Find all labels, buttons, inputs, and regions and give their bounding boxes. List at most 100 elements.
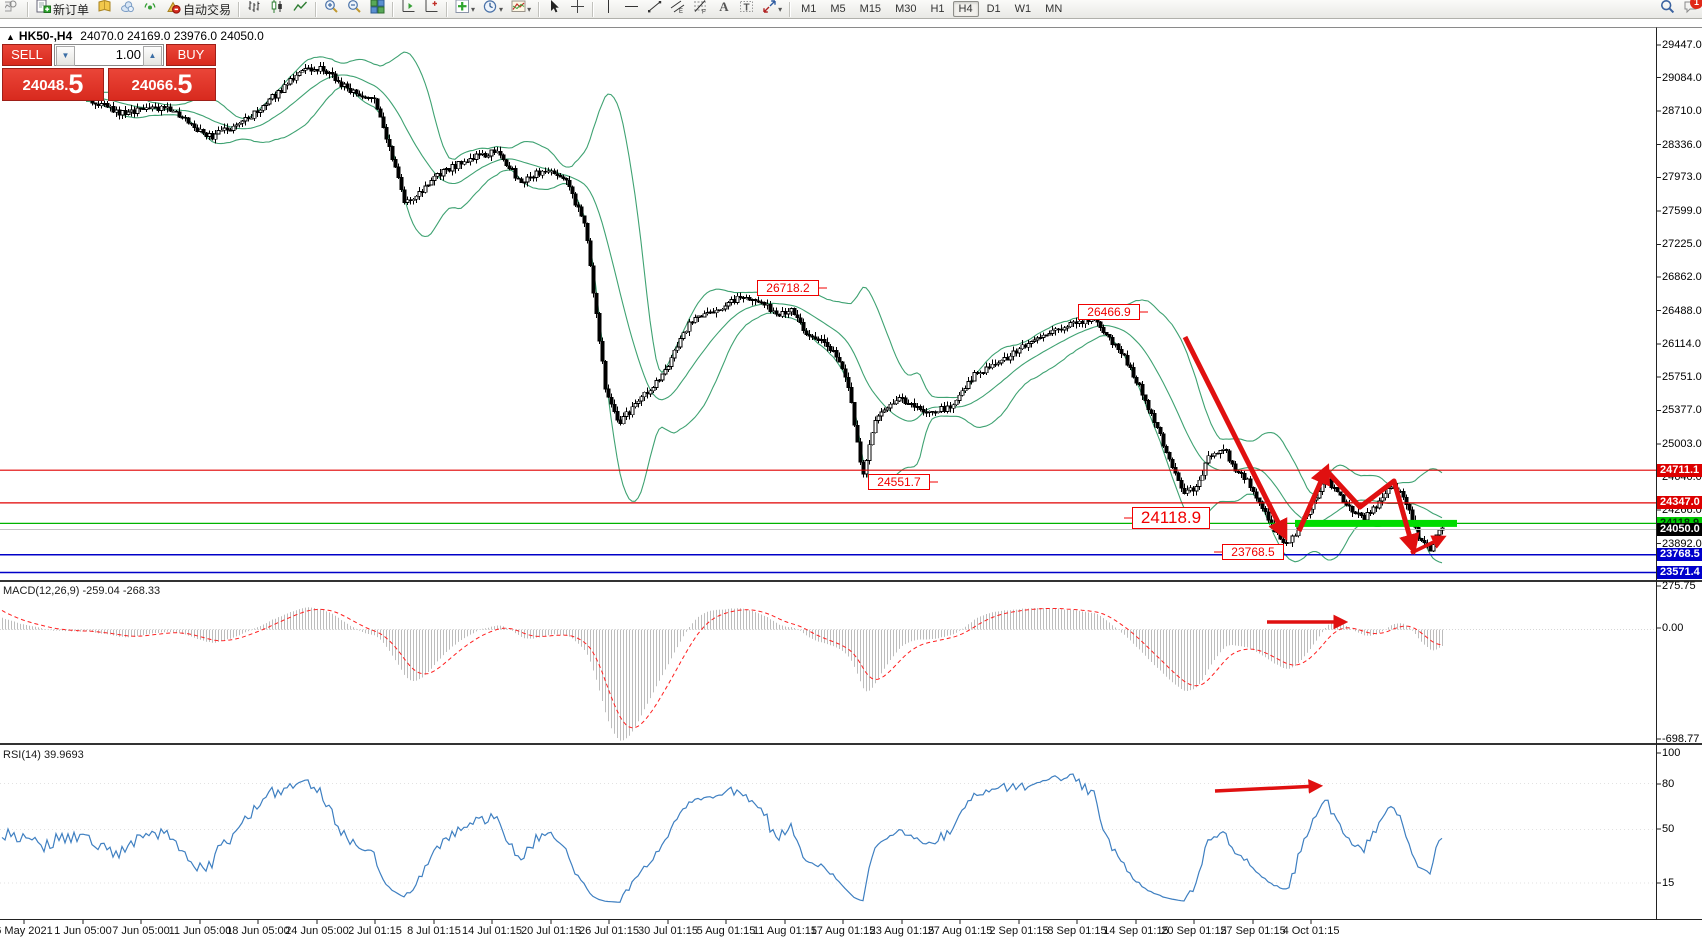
arrows-tool-button[interactable]: ▾: [759, 0, 785, 19]
one-click-trading-panel: SELL ▼ 1.00 ▲ BUY 24048. 5 24066. 5: [2, 44, 216, 101]
sell-button[interactable]: SELL: [2, 44, 52, 66]
auto-trading-button[interactable]: 自动交易: [163, 0, 234, 19]
timeframe-button-m15[interactable]: M15: [859, 3, 882, 15]
cursor-button[interactable]: [544, 0, 565, 19]
chart-shift-icon: [424, 0, 439, 19]
hline-icon: [624, 0, 639, 19]
notification-badge[interactable]: 1: [1690, 0, 1702, 9]
auto-trading-icon: [166, 0, 181, 19]
buy-price-big-digit: 5: [177, 69, 193, 99]
ohlc-values: 24070.0 24169.0 23976.0 24050.0: [80, 29, 264, 43]
buy-button[interactable]: BUY: [166, 44, 216, 66]
volume-increase-button[interactable]: ▲: [143, 46, 162, 66]
toolbar-separator: [238, 1, 241, 17]
auto-scroll-button[interactable]: [398, 0, 419, 19]
buy-price-display[interactable]: 24066. 5: [108, 68, 216, 101]
chart-stub-icon: [2, 0, 20, 19]
zoom-in-button[interactable]: [321, 0, 342, 19]
arrows-tool-dropdown-caret[interactable]: ▾: [778, 4, 783, 14]
templates-dropdown-caret[interactable]: ▾: [527, 4, 532, 14]
zoom-out-button[interactable]: [344, 0, 365, 19]
chat-icon: 1: [1683, 0, 1702, 19]
templates-button[interactable]: ▾: [508, 0, 534, 19]
timeframe-button-m30[interactable]: M30: [895, 3, 917, 15]
chart-bars-button[interactable]: [244, 0, 265, 19]
zoom-in-icon: [324, 0, 339, 19]
label-tool-button[interactable]: T: [736, 0, 757, 19]
chart-candles-icon: [270, 0, 285, 19]
volume-input[interactable]: 1.00: [115, 47, 141, 62]
templates-icon: [511, 0, 526, 19]
buy-price-main: 24066.: [131, 77, 178, 94]
timeframe-button-m1[interactable]: M1: [801, 3, 817, 15]
svg-text:E: E: [679, 9, 683, 14]
macd-pane: [0, 607, 1656, 741]
channel-button[interactable]: E: [667, 0, 688, 19]
vline-icon: [601, 0, 616, 19]
timeframe-button-d1[interactable]: D1: [986, 3, 1001, 15]
signal-icon: [143, 0, 158, 19]
timeframe-button-m5[interactable]: M5: [830, 3, 846, 15]
axis-ticks: [23, 44, 1661, 924]
analysis-arrows[interactable]: [1182, 335, 1447, 794]
volume-decrease-button[interactable]: ▼: [56, 46, 75, 66]
zoom-out-icon: [347, 0, 362, 19]
toolbar-separator: [592, 1, 595, 17]
fibo-button[interactable]: F: [690, 0, 711, 19]
volume-box: ▼ 1.00 ▲: [54, 44, 164, 66]
chart-stub-button[interactable]: [2, 0, 23, 19]
crosshair-icon: [570, 0, 585, 19]
search-button[interactable]: [1657, 0, 1678, 19]
periods-button[interactable]: ▾: [480, 0, 506, 19]
trendline-button[interactable]: [644, 0, 665, 19]
chart-candles-button[interactable]: [267, 0, 288, 19]
signal-button[interactable]: [140, 0, 161, 19]
timeframe-button-h1[interactable]: H1: [930, 3, 945, 15]
label-tool-icon: T: [739, 0, 754, 19]
indicators-dropdown-caret[interactable]: ▾: [471, 4, 476, 14]
timeframe-button-h4[interactable]: H4: [952, 1, 979, 17]
journal-button[interactable]: [94, 0, 115, 19]
toolbar-separator: [538, 1, 541, 17]
chat-button[interactable]: 1: [1680, 0, 1702, 19]
tile-windows-icon: [370, 0, 385, 19]
new-order-label: 新订单: [53, 2, 90, 17]
svg-text:F: F: [702, 10, 706, 15]
timeframe-button-w1[interactable]: W1: [1014, 3, 1032, 15]
journal-icon: [97, 0, 112, 19]
support-zone-bar[interactable]: [1295, 519, 1457, 527]
toolbar-separator: [446, 1, 449, 17]
sell-price-display[interactable]: 24048. 5: [2, 68, 104, 101]
symbol-info-line[interactable]: ▲ HK50-,H4 24070.0 24169.0 23976.0 24050.0: [6, 29, 264, 43]
text-tool-button[interactable]: A: [713, 0, 734, 19]
cursor-icon: [547, 0, 562, 19]
crosshair-button[interactable]: [567, 0, 588, 19]
fibo-icon: F: [693, 0, 708, 19]
new-order-icon: [36, 0, 51, 19]
trendline-icon: [647, 0, 662, 19]
auto-scroll-icon: [401, 0, 416, 19]
search-icon: [1660, 0, 1675, 19]
hline-button[interactable]: [621, 0, 642, 19]
collapse-triangle-icon[interactable]: ▲: [6, 32, 15, 42]
tile-windows-button[interactable]: [367, 0, 388, 19]
toolbar-separator: [392, 1, 395, 17]
main-toolbar: 新订单 自动交易 ▾ ▾ ▾ E F A T ▾ M1 M5 M15 M30 H1 H4 D1 W1 MN 1: [0, 0, 1702, 19]
periods-dropdown-caret[interactable]: ▾: [499, 4, 504, 14]
periods-icon: [483, 0, 498, 19]
channel-icon: E: [670, 0, 685, 19]
vline-button[interactable]: [598, 0, 619, 19]
chart-shift-button[interactable]: [421, 0, 442, 19]
chart-line-button[interactable]: [290, 0, 311, 19]
cloud-button[interactable]: [117, 0, 138, 19]
indicators-button[interactable]: ▾: [452, 0, 478, 19]
cloud-icon: [120, 0, 135, 19]
toolbar-separator: [315, 1, 318, 17]
text-tool-icon: A: [716, 0, 731, 19]
sell-price-main: 24048.: [22, 77, 69, 94]
timeframe-button-mn[interactable]: MN: [1045, 3, 1063, 15]
new-order-button[interactable]: 新订单: [33, 0, 92, 19]
toolbar-separator: [789, 1, 792, 17]
chart-line-icon: [293, 0, 308, 19]
